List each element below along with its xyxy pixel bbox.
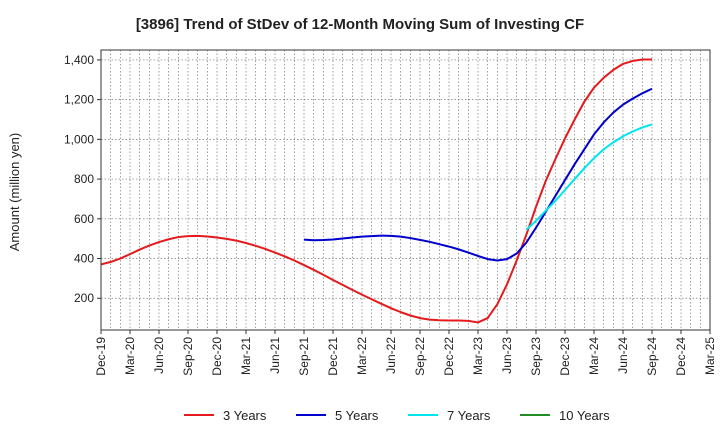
x-tick-label: Mar-22 <box>355 337 369 375</box>
y-axis-ticks: 200 400 600 800 1,000 1,200 1,400 <box>64 53 101 305</box>
x-tick-label: Sep-23 <box>529 337 543 376</box>
x-tick-label: Dec-22 <box>442 337 456 376</box>
y-tick-label: 400 <box>74 252 94 266</box>
series-lines <box>100 58 653 324</box>
series-line-7-years <box>525 123 653 231</box>
y-axis-label: Amount (million yen) <box>7 133 22 252</box>
series-line-5-years <box>303 87 653 262</box>
chart-title: [3896] Trend of StDev of 12-Month Moving… <box>136 16 584 33</box>
x-tick-label: Mar-24 <box>587 337 601 375</box>
x-tick-label: Jun-21 <box>268 337 282 374</box>
x-tick-label: Mar-25 <box>703 337 717 375</box>
legend-label: 5 Years <box>335 408 379 423</box>
y-tick-label: 800 <box>74 172 94 186</box>
y-tick-label: 1,200 <box>64 93 94 107</box>
legend-item-7-years: 7 Years <box>408 408 491 423</box>
x-tick-label: Dec-24 <box>674 337 688 376</box>
x-tick-label: Jun-23 <box>500 337 514 374</box>
legend-label: 10 Years <box>559 408 610 423</box>
x-tick-label: Jun-22 <box>384 337 398 374</box>
y-tick-label: 1,400 <box>64 53 94 67</box>
x-axis-ticks: Dec-19 Mar-20 Jun-20 Sep-20 Dec-20 Mar-21 Jun-… <box>94 330 717 376</box>
x-tick-label: Sep-20 <box>181 337 195 376</box>
x-tick-label: Mar-21 <box>239 337 253 375</box>
plot-border <box>100 49 711 331</box>
x-tick-label: Jun-24 <box>616 337 630 374</box>
legend: 3 Years 5 Years 7 Years 10 Years <box>184 408 610 423</box>
legend-item-10-years: 10 Years <box>520 408 610 423</box>
x-tick-label: Sep-21 <box>297 337 311 376</box>
plot-frame <box>100 49 711 331</box>
x-tick-label: Mar-20 <box>123 337 137 375</box>
x-tick-label: Dec-20 <box>210 337 224 376</box>
x-tick-label: Sep-22 <box>413 337 427 376</box>
y-tick-label: 600 <box>74 212 94 226</box>
x-tick-label: Sep-24 <box>645 337 659 376</box>
grid <box>100 50 711 330</box>
legend-item-3-years: 3 Years <box>184 408 267 423</box>
y-tick-label: 1,000 <box>64 132 94 146</box>
x-tick-label: Dec-23 <box>558 337 572 376</box>
x-tick-label: Dec-19 <box>94 337 108 376</box>
x-tick-label: Jun-20 <box>152 337 166 374</box>
legend-label: 3 Years <box>223 408 267 423</box>
y-tick-label: 200 <box>74 291 94 305</box>
legend-label: 7 Years <box>447 408 491 423</box>
x-tick-label: Mar-23 <box>471 337 485 375</box>
legend-item-5-years: 5 Years <box>296 408 379 423</box>
x-tick-label: Dec-21 <box>326 337 340 376</box>
series-line-3-years <box>100 58 652 324</box>
